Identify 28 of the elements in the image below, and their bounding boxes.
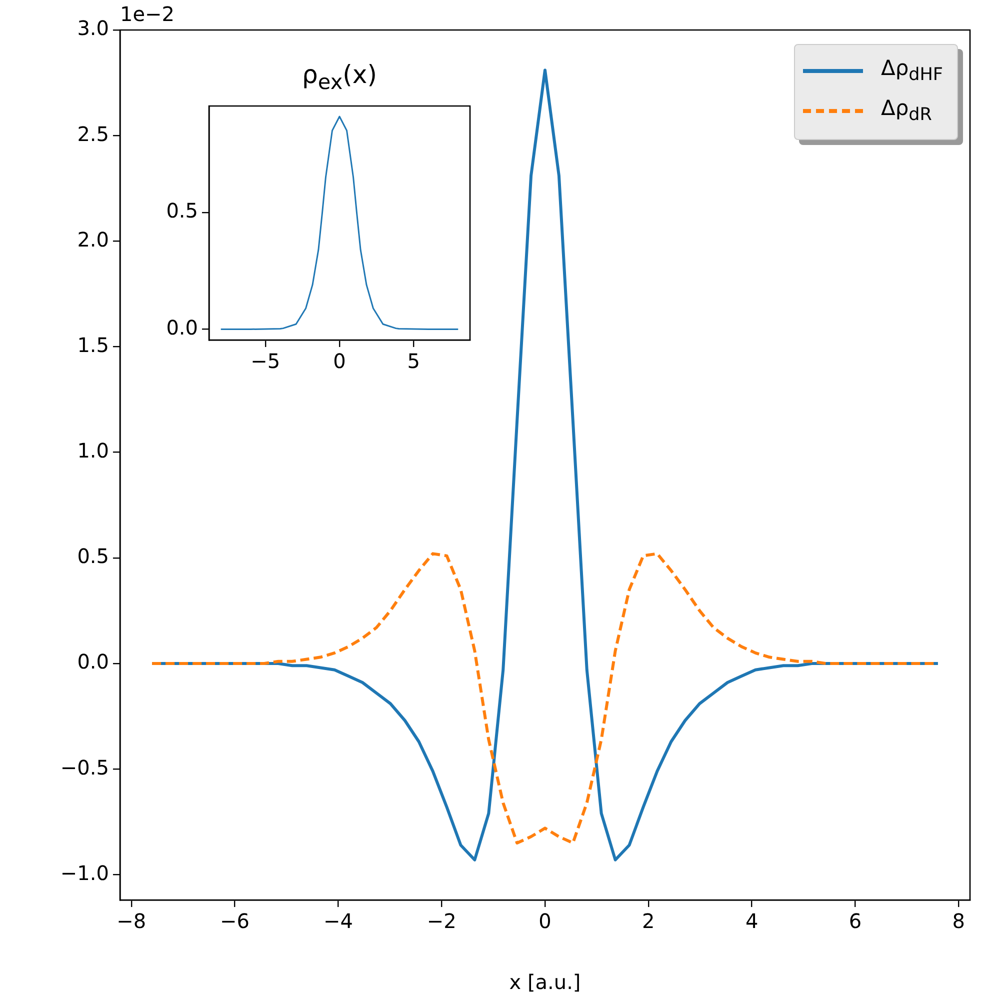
y-tick-label: 2.5	[77, 122, 109, 146]
legend-label: Δρ$_{dR}$	[880, 96, 932, 126]
chart-title: ρ$_{ex}$(x)	[301, 60, 378, 94]
x-tick-label: 0	[333, 349, 346, 374]
x-tick-label: 5	[407, 349, 420, 374]
y-tick-label: −0.5	[60, 755, 109, 780]
y-tick-label: 0.0	[166, 315, 198, 340]
x-tick-label: 0	[538, 909, 552, 934]
x-tick-label: −6	[220, 909, 250, 934]
y-tick-label: 2.0	[77, 227, 109, 252]
y-tick-label: 0.5	[166, 198, 198, 223]
x-tick-label: −2	[426, 909, 456, 934]
x-tick-label: 2	[642, 909, 655, 934]
x-axis-title: x [a.u.]	[509, 970, 581, 994]
y-tick-label: 0.5	[77, 544, 109, 568]
x-tick-label: 8	[952, 909, 965, 934]
y-tick-label: 0.0	[77, 650, 109, 674]
y-tick-label: 1.5	[77, 332, 109, 357]
y-tick-label: 3.0	[77, 16, 109, 40]
x-tick-label: −4	[323, 909, 353, 934]
x-tick-label: 4	[745, 909, 758, 934]
y-tick-label: 1.0	[77, 438, 109, 463]
x-tick-label: −8	[116, 909, 146, 934]
x-tick-label: −5	[250, 349, 280, 374]
legend-label: Δρ$_{dHF}$	[880, 56, 943, 86]
y-tick-label: −1.0	[60, 860, 109, 885]
x-tick-label: 6	[848, 909, 862, 934]
text: 1e−2	[120, 2, 175, 26]
